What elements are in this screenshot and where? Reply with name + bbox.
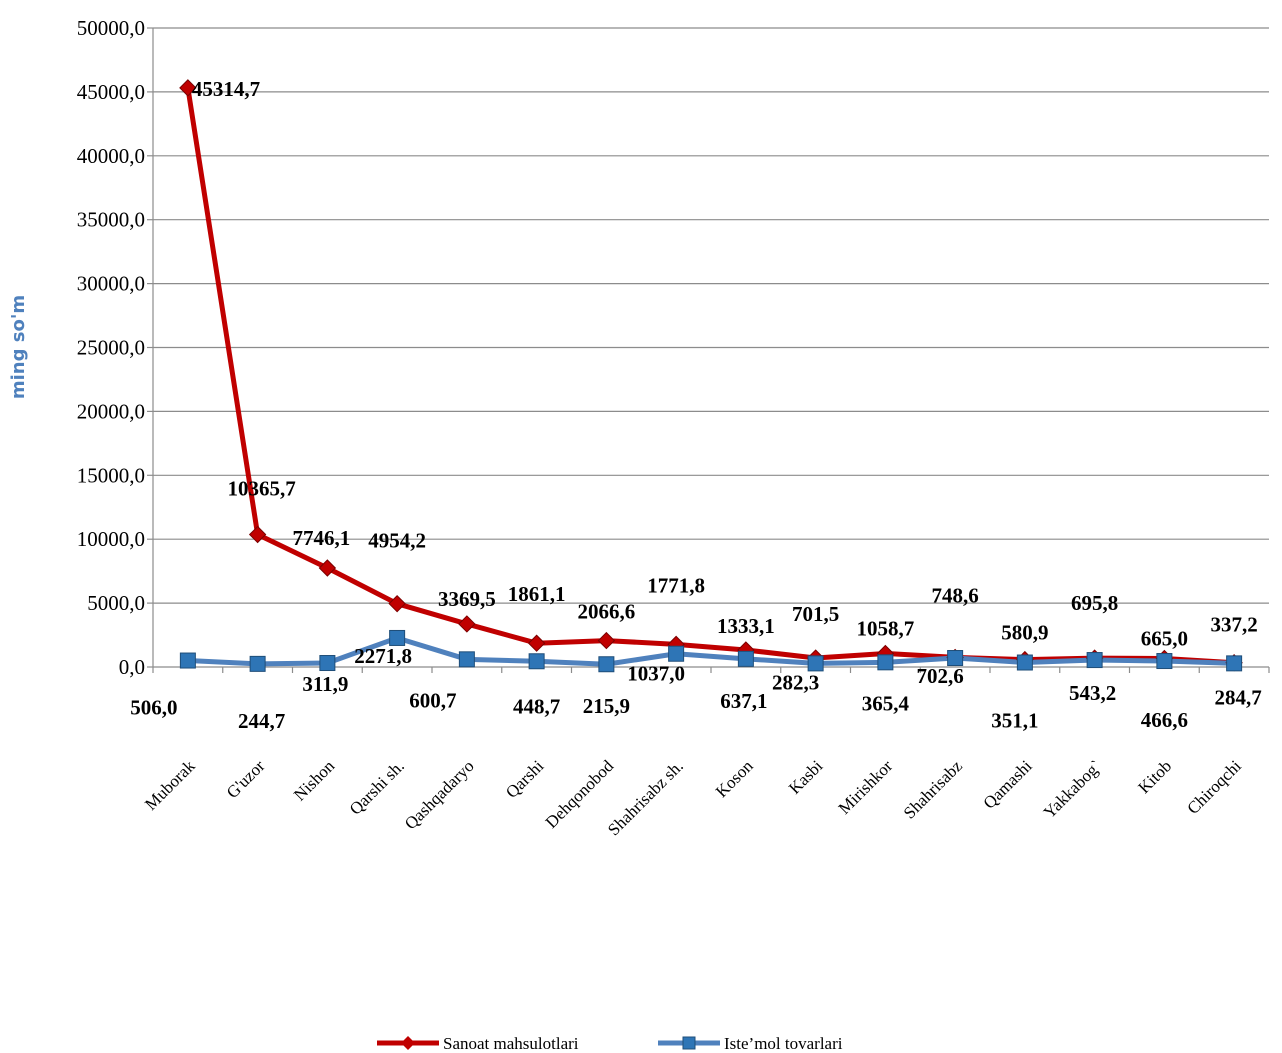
legend-marker (682, 1036, 696, 1050)
point-marker (179, 79, 197, 97)
data-label: 4954,2 (368, 529, 426, 553)
x-tick-label: Qarshi sh. (346, 756, 408, 818)
x-axis-ticks: Muborak G'uzor Nishon Qarshi sh.Qashqadaryo… (141, 756, 1245, 839)
point-marker (248, 525, 267, 544)
x-tick-label: Kasbi (785, 756, 827, 798)
point-marker (1016, 654, 1033, 671)
data-label: 600,7 (409, 688, 456, 712)
y-tick-label: 5000,0 (87, 591, 145, 615)
data-label: 580,9 (1001, 621, 1048, 645)
y-axis-label: ming so'm (8, 295, 29, 399)
x-tick-label: Muborak (141, 756, 199, 814)
x-tick-label: G'uzor (223, 756, 269, 802)
point-marker (1086, 652, 1103, 669)
legend-label: Iste’mol tovarlari (724, 1034, 843, 1053)
legend-marker (401, 1036, 415, 1050)
data-label: 311,9 (302, 672, 348, 696)
data-label: 1771,8 (647, 573, 705, 597)
series-line (185, 87, 1235, 666)
data-label: 748,6 (932, 583, 979, 607)
y-tick-label: 20000,0 (77, 399, 145, 423)
y-tick-label: 35000,0 (77, 208, 145, 232)
x-tick-label: Qamashi (980, 756, 1036, 812)
x-axis (152, 28, 1270, 673)
point-marker (458, 651, 475, 668)
point-marker (1226, 655, 1243, 672)
y-tick-label: 10000,0 (77, 527, 145, 551)
data-label: 244,7 (238, 709, 285, 733)
data-label: 2271,8 (354, 644, 412, 668)
data-label: 337,2 (1211, 613, 1258, 637)
point-marker (249, 655, 266, 672)
data-label: 1058,7 (857, 616, 915, 640)
data-label: 2066,6 (578, 600, 636, 624)
point-marker (388, 594, 406, 613)
y-tick-label: 0,0 (119, 655, 145, 679)
point-marker (947, 650, 964, 667)
x-tick-label: Qashqadaryo (401, 756, 478, 833)
legend: Sanoat mahsulotlari Iste’mol tovarlari (377, 1034, 843, 1053)
x-tick-label: Shahrisabz sh. (604, 756, 687, 839)
data-label: 701,5 (792, 602, 839, 626)
y-tick-label: 45000,0 (77, 80, 145, 104)
data-label: 448,7 (513, 694, 560, 718)
data-labels: 45314,7 10365,7 7746,1 4954,2 3369,5 1861,1 20… (130, 77, 1262, 733)
data-label: 637,1 (720, 689, 767, 713)
data-label: 543,2 (1069, 681, 1116, 705)
x-tick-label: Yakkabog` (1040, 756, 1106, 822)
point-marker (179, 652, 196, 669)
data-label: 282,3 (772, 670, 819, 694)
y-tick-label: 15000,0 (77, 463, 145, 487)
point-marker (597, 631, 616, 650)
x-tick-label: Dehqonobod (542, 756, 618, 832)
y-tick-label: 25000,0 (77, 336, 145, 360)
point-marker (877, 654, 894, 671)
data-label: 665,0 (1141, 627, 1188, 651)
gridlines (147, 27, 1269, 668)
data-label: 10365,7 (228, 477, 296, 501)
point-marker (668, 645, 685, 662)
x-tick-label: Qarshi (502, 756, 548, 802)
point-marker (389, 629, 406, 646)
x-tick-label: Kitob (1134, 756, 1175, 797)
y-tick-label: 30000,0 (77, 272, 145, 296)
point-marker (528, 653, 545, 670)
data-label: 1861,1 (508, 582, 566, 606)
point-marker (737, 650, 754, 667)
data-label: 7746,1 (293, 526, 351, 550)
data-label: 506,0 (130, 696, 177, 720)
data-label: 702,6 (917, 664, 964, 688)
data-label: 1333,1 (717, 614, 775, 638)
point-marker (527, 634, 546, 652)
x-tick-label: Nishon (290, 756, 339, 805)
point-marker (598, 656, 615, 673)
series-line (187, 635, 1235, 667)
data-label: 284,7 (1215, 685, 1262, 709)
data-label: 45314,7 (192, 77, 260, 101)
data-label: 3369,5 (438, 587, 496, 611)
point-marker (458, 615, 476, 633)
x-tick-label: Koson (712, 756, 757, 801)
y-tick-label: 50000,0 (77, 16, 145, 40)
data-label: 695,8 (1071, 591, 1118, 615)
point-marker (1156, 653, 1173, 670)
data-label: 466,6 (1141, 708, 1188, 732)
data-label: 365,4 (862, 691, 910, 715)
point-marker (318, 559, 337, 577)
point-marker (807, 655, 824, 672)
point-marker (319, 655, 336, 672)
series-group (179, 79, 1243, 673)
x-tick-label: Chiroqchi (1183, 756, 1245, 818)
y-axis-ticks: 0,0 5000,0 10000,0 15000,0 20000,0 25000,0 300… (77, 16, 145, 679)
legend-label: Sanoat mahsulotlari (443, 1034, 579, 1053)
data-label: 1037,0 (627, 662, 685, 686)
data-label: 215,9 (583, 694, 630, 718)
y-tick-label: 40000,0 (77, 144, 145, 168)
x-tick-label: Mirishkor (835, 756, 897, 818)
x-tick-label: Shahrisabz (900, 756, 967, 823)
data-label: 351,1 (991, 709, 1038, 733)
